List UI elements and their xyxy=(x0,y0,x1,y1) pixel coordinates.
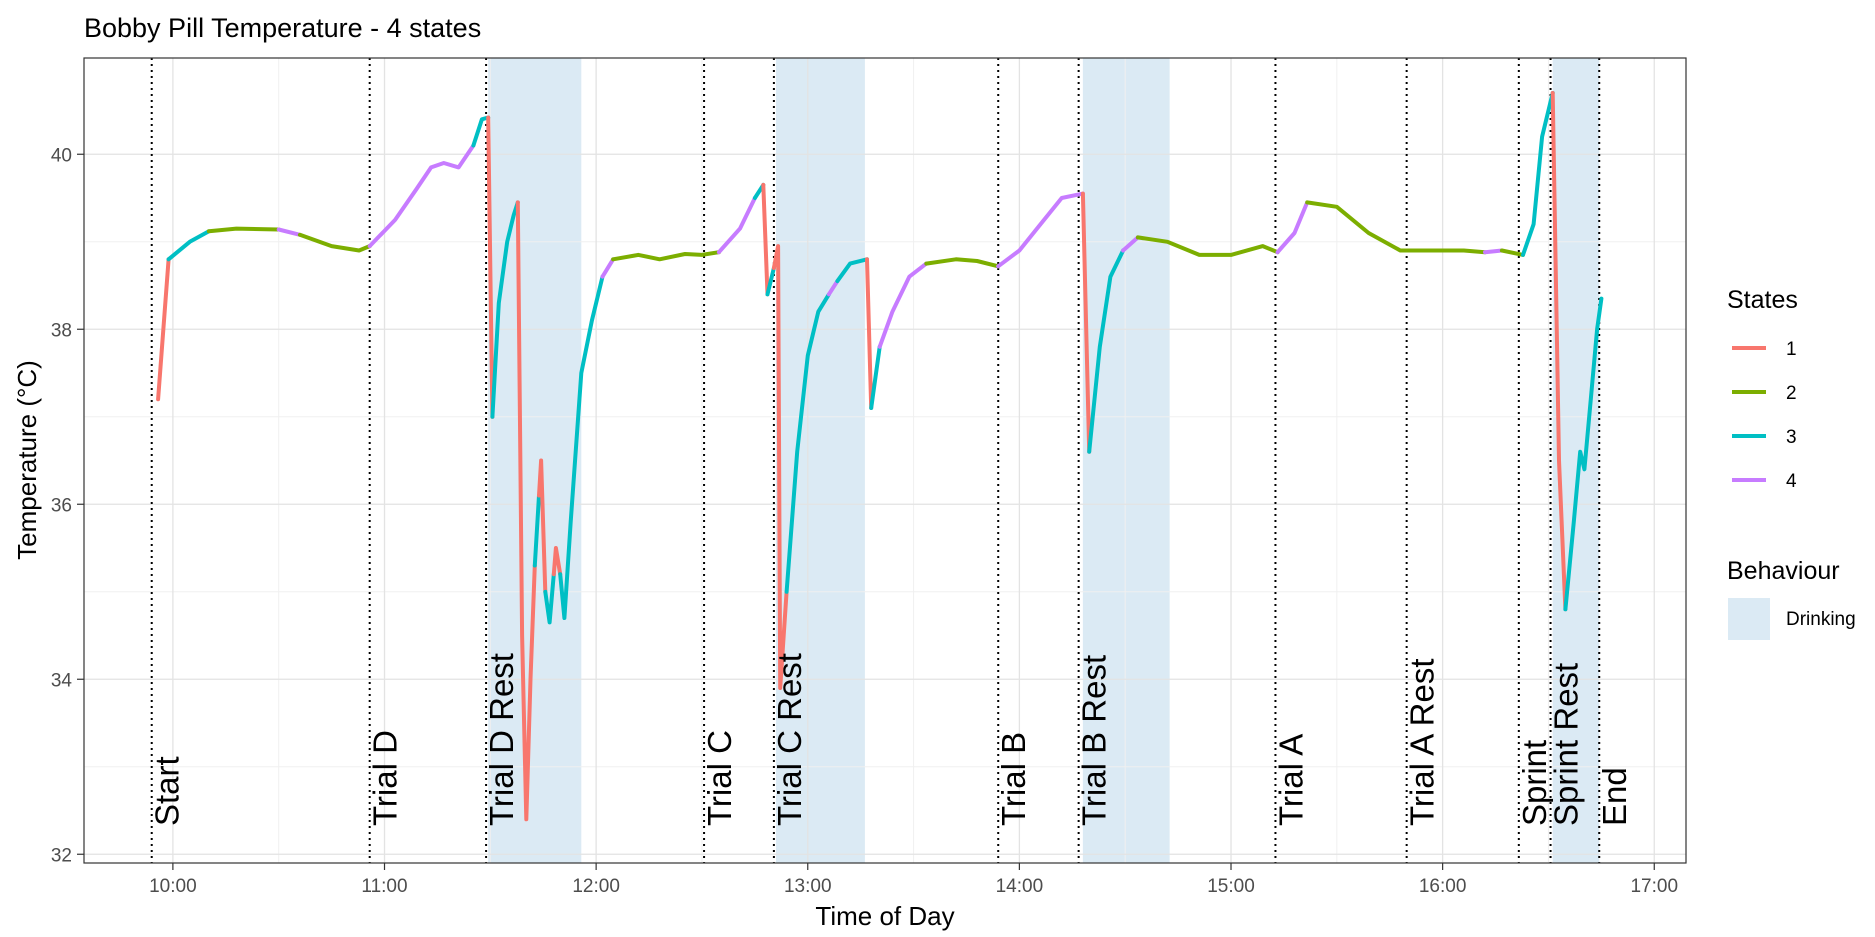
series-segment-state-3 xyxy=(471,115,491,148)
series-segment-state-4 xyxy=(716,196,757,255)
series-segment-state-3 xyxy=(835,257,869,284)
event-label: Trial A xyxy=(1272,734,1309,826)
series-segment-state-1 xyxy=(771,244,789,690)
series-segment-state-2 xyxy=(206,226,281,234)
y-tick-label: 36 xyxy=(51,495,72,516)
event-label: Sprint Rest xyxy=(1548,663,1585,826)
legend-behaviour: Drinking xyxy=(1728,598,1856,640)
event-label: Trial B xyxy=(995,732,1032,826)
grid-major xyxy=(84,58,1686,863)
legend-label-drinking: Drinking xyxy=(1786,609,1856,630)
series-segment-state-1 xyxy=(515,200,537,822)
legend-label-state-3: 3 xyxy=(1786,427,1797,448)
series-segment-state-4 xyxy=(276,227,302,237)
series-segment-state-3 xyxy=(1521,91,1555,257)
series-segment-state-4 xyxy=(877,261,929,349)
event-lines xyxy=(150,58,1601,863)
event-label: Trial C Rest xyxy=(771,653,808,826)
x-tick-label: 14:00 xyxy=(996,876,1044,897)
x-tick-label: 11:00 xyxy=(361,876,407,897)
legend-states-title: States xyxy=(1727,286,1798,314)
legend-key-drinking xyxy=(1728,598,1770,640)
series-segment-state-4 xyxy=(996,191,1085,269)
series-segment-state-1 xyxy=(537,458,548,594)
series-segment-state-4 xyxy=(600,257,616,279)
series-segment-state-2 xyxy=(924,257,1001,269)
event-label: Trial C xyxy=(701,730,738,826)
event-label: Sprint xyxy=(1516,740,1553,826)
series-segment-state-3 xyxy=(166,229,211,262)
series-segment-state-4 xyxy=(367,143,476,249)
legend-behaviour-title: Behaviour xyxy=(1727,557,1840,585)
series-segment-state-3 xyxy=(1563,296,1604,612)
drinking-band xyxy=(1082,58,1170,863)
x-tick-label: 16:00 xyxy=(1419,876,1467,897)
event-label: Trial D Rest xyxy=(483,653,520,826)
drinking-band xyxy=(488,58,582,863)
series-segment-state-3 xyxy=(490,200,520,419)
x-axis-ticks: 10:00 11:00 12:00 13:00 14:00 15:00 16:00 17:00 xyxy=(149,863,1678,897)
event-label: Trial D xyxy=(367,730,404,826)
drinking-band xyxy=(776,58,865,863)
legend-label-state-1: 1 xyxy=(1786,339,1797,360)
legend: States 1 2 3 4 Behaviour Drinking xyxy=(1727,286,1856,640)
series-segment-state-3 xyxy=(784,292,831,594)
y-axis-label: Temperature (°C) xyxy=(12,360,42,560)
series-segment-state-1 xyxy=(865,257,874,410)
y-axis-ticks: 32 34 36 38 40 xyxy=(51,145,84,866)
y-tick-label: 34 xyxy=(51,670,73,691)
event-label: Start xyxy=(149,756,186,826)
series-segment-state-3 xyxy=(532,493,541,568)
series-segment-state-2 xyxy=(1135,235,1280,257)
series-segment-state-4 xyxy=(1275,200,1310,255)
event-label: End xyxy=(1596,767,1633,826)
series-segment-state-1 xyxy=(1080,191,1092,454)
series-segment-state-4 xyxy=(1483,248,1504,255)
series-segment-state-3 xyxy=(558,274,605,620)
series-segment-state-3 xyxy=(765,266,776,297)
series-segment-state-3 xyxy=(543,572,556,625)
series-segment-state-3 xyxy=(869,344,882,410)
x-tick-label: 17:00 xyxy=(1630,876,1678,897)
series-segment-state-1 xyxy=(156,257,171,402)
y-tick-label: 38 xyxy=(51,320,72,341)
x-axis-label: Time of Day xyxy=(815,901,954,931)
legend-states: 1 2 3 4 xyxy=(1732,339,1797,492)
event-labels: Start Trial D Trial D Rest Trial C Trial C R… xyxy=(149,653,1633,827)
series-segment-state-1 xyxy=(486,115,495,419)
event-label: Trial A Rest xyxy=(1404,659,1441,827)
series-segment-state-4 xyxy=(826,279,840,297)
x-tick-label: 12:00 xyxy=(572,876,620,897)
y-tick-label: 32 xyxy=(51,845,72,866)
legend-label-state-2: 2 xyxy=(1786,383,1797,404)
series-segment-state-3 xyxy=(1087,248,1126,454)
y-tick-label: 40 xyxy=(51,145,72,166)
series-segment-state-2 xyxy=(611,250,721,262)
x-tick-label: 15:00 xyxy=(1207,876,1255,897)
series-segment-state-1 xyxy=(1550,91,1568,612)
series-segment-state-2 xyxy=(1499,248,1525,257)
temperature-series xyxy=(156,91,1604,822)
grid-minor xyxy=(84,58,1686,863)
series-segment-state-2 xyxy=(297,232,372,253)
x-tick-label: 13:00 xyxy=(784,876,832,897)
series-segment-state-1 xyxy=(551,546,563,577)
series-segment-state-4 xyxy=(1121,235,1140,253)
series-segment-state-2 xyxy=(1305,200,1487,255)
drinking-bands xyxy=(488,58,1600,863)
chart-title: Bobby Pill Temperature - 4 states xyxy=(84,13,481,43)
event-label: Trial B Rest xyxy=(1076,655,1113,826)
series-segment-state-1 xyxy=(761,182,770,297)
x-tick-label: 10:00 xyxy=(149,876,197,897)
legend-label-state-4: 4 xyxy=(1786,471,1797,492)
plot-panel-border xyxy=(83,57,1687,864)
